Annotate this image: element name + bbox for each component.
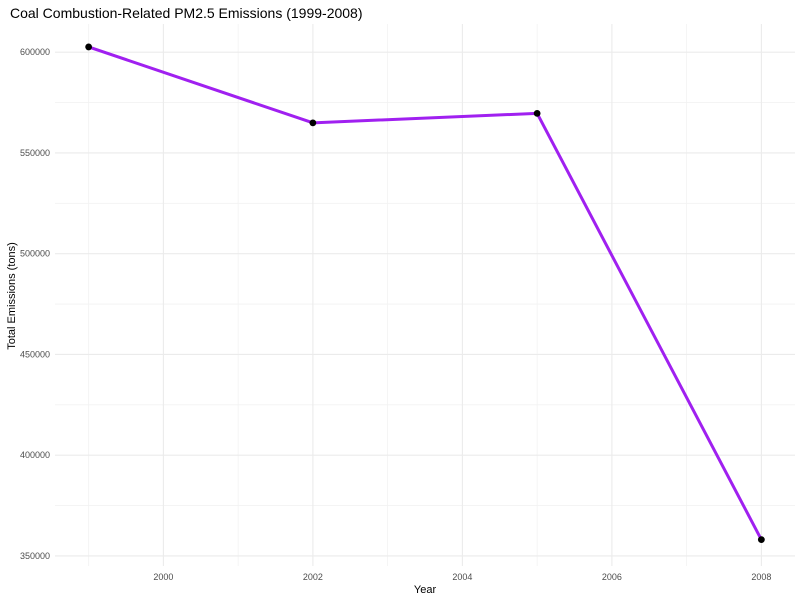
x-tick-label: 2004 [452,572,472,582]
y-tick-label: 600000 [20,47,50,57]
x-tick-label: 2008 [751,572,771,582]
data-point [533,109,541,117]
y-tick-label: 500000 [20,249,50,259]
data-point [85,43,93,51]
series-lines [87,45,763,542]
y-tick-label: 350000 [20,551,50,561]
tick-labels: 2000 2002 2004 2006 2008 350000 400000 450000 50… [20,47,771,582]
x-tick-label: 2000 [153,572,173,582]
data-point [757,536,765,544]
grid-lines [55,24,795,566]
y-axis-title: Total Emissions (tons) [6,242,18,350]
x-tick-label: 2002 [303,572,323,582]
y-tick-label: 450000 [20,349,50,359]
series-line [87,45,763,542]
y-tick-label: 550000 [20,148,50,158]
y-tick-label: 400000 [20,450,50,460]
data-point [309,119,317,127]
x-axis-title: Year [414,584,437,596]
chart-title: Coal Combustion-Related PM2.5 Emissions … [10,5,363,21]
data-points [85,43,765,544]
x-tick-label: 2006 [602,572,622,582]
